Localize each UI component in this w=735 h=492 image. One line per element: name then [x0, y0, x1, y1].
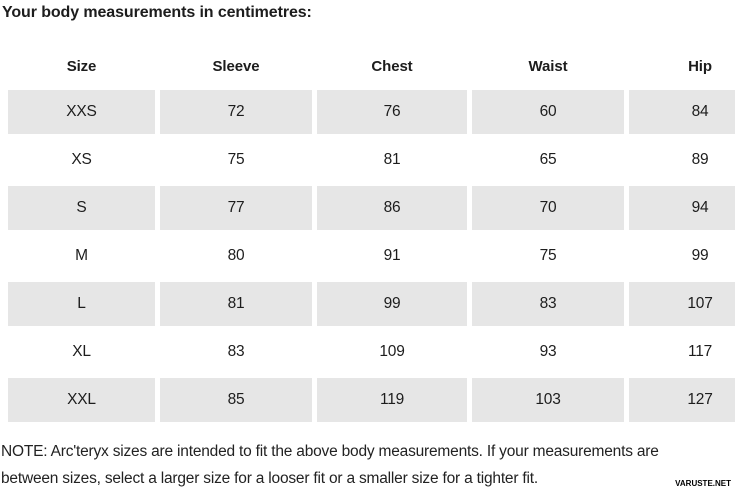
sleeve-value: 85 — [160, 378, 312, 422]
waist-value: 93 — [539, 343, 557, 360]
column-header-size: Size — [66, 57, 97, 75]
size-label: XXL — [8, 378, 155, 422]
column-header-chest: Chest — [371, 57, 413, 75]
chest-value: 76 — [317, 90, 467, 134]
size-label: M — [75, 247, 88, 264]
table-row-xl: XL 83 109 93 117 — [8, 328, 735, 376]
chest-value: 81 — [383, 151, 401, 168]
waist-value: 103 — [472, 378, 624, 422]
chest-value: 99 — [317, 282, 467, 326]
sleeve-value: 77 — [160, 186, 312, 230]
table-row-s: S 77 86 70 94 — [8, 184, 735, 232]
table-row-xxl: XXL 85 119 103 127 — [8, 376, 735, 424]
table-row-l: L 81 99 83 107 — [8, 280, 735, 328]
varuste-net-watermark: VARUSTE.NET — [675, 479, 731, 488]
hip-value: 107 — [629, 282, 735, 326]
table-row-m: M 80 91 75 99 — [8, 232, 735, 280]
hip-value: 94 — [629, 186, 735, 230]
waist-value: 75 — [539, 247, 557, 264]
column-header-sleeve: Sleeve — [212, 57, 260, 75]
waist-value: 65 — [539, 151, 557, 168]
page-title: Your body measurements in centimetres: — [2, 4, 312, 21]
sleeve-value: 81 — [160, 282, 312, 326]
waist-value: 83 — [472, 282, 624, 326]
sleeve-value: 72 — [160, 90, 312, 134]
hip-value: 127 — [629, 378, 735, 422]
size-label: XL — [72, 343, 91, 360]
note-text: NOTE: Arc'teryx sizes are intended to fi… — [1, 438, 659, 492]
size-label: XS — [71, 151, 92, 168]
table-row-xs: XS 75 81 65 89 — [8, 136, 735, 184]
table-row-xxs: XXS 72 76 60 84 — [8, 88, 735, 136]
hip-value: 117 — [687, 343, 713, 360]
size-label: L — [8, 282, 155, 326]
note-line-2: between sizes, select a larger size for … — [1, 470, 538, 487]
sleeve-value: 80 — [227, 247, 245, 264]
hip-value: 84 — [629, 90, 735, 134]
size-label: S — [8, 186, 155, 230]
waist-value: 70 — [472, 186, 624, 230]
hip-value: 99 — [691, 247, 709, 264]
chest-value: 86 — [317, 186, 467, 230]
size-chart-table: Size Sleeve Chest Waist Hip XXS 72 76 60… — [8, 44, 735, 424]
chest-value: 119 — [317, 378, 467, 422]
waist-value: 60 — [472, 90, 624, 134]
column-header-waist: Waist — [528, 57, 568, 75]
sleeve-value: 75 — [227, 151, 245, 168]
column-header-hip: Hip — [688, 57, 712, 75]
note-line-1: NOTE: Arc'teryx sizes are intended to fi… — [1, 443, 659, 460]
hip-value: 89 — [691, 151, 709, 168]
chest-value: 91 — [383, 247, 401, 264]
chest-value: 109 — [379, 343, 405, 360]
sleeve-value: 83 — [227, 343, 245, 360]
size-label: XXS — [8, 90, 155, 134]
table-header-row: Size Sleeve Chest Waist Hip — [8, 44, 735, 88]
